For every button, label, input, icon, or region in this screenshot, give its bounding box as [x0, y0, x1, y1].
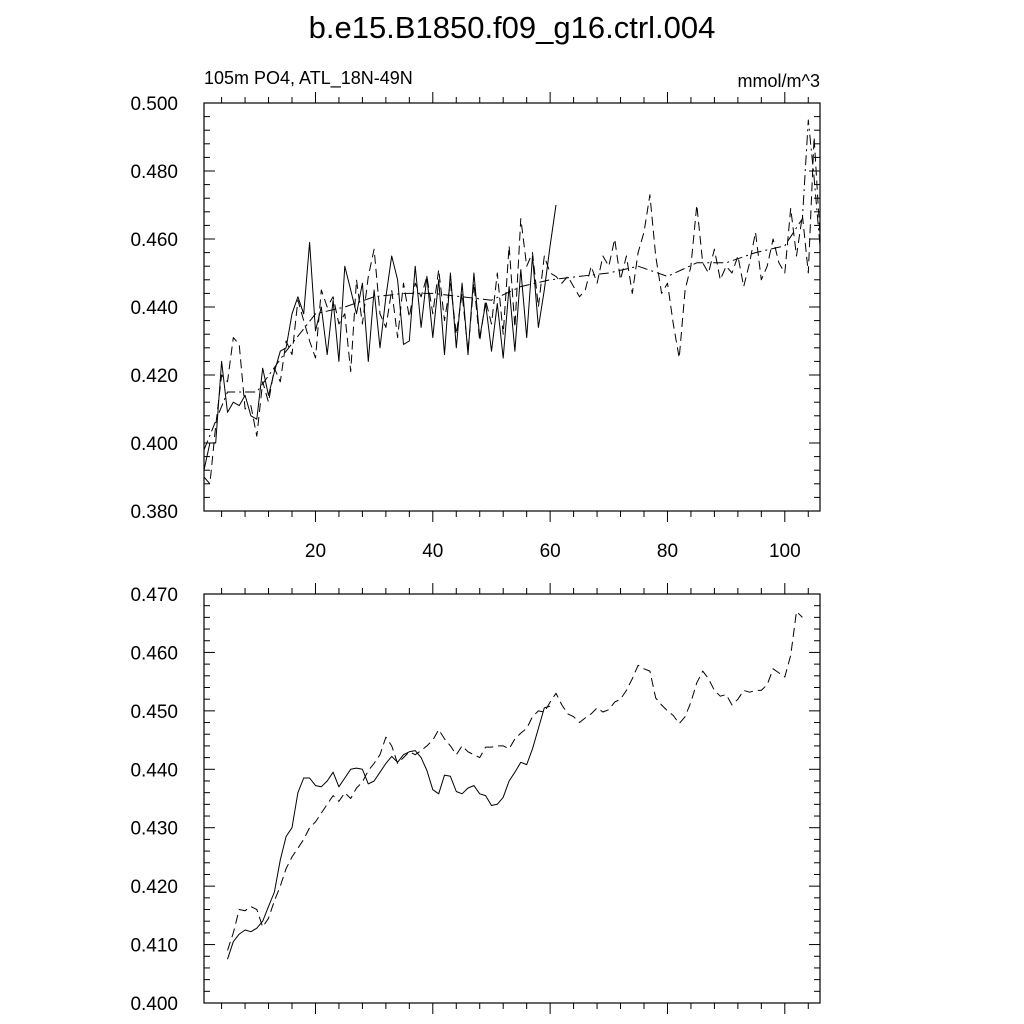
bottom-panel: 0.400 0.410 0.420 0.430 0.440 0.450 0.460 0.470: [130, 583, 821, 1015]
bottom-y-tick-label: 0.440: [130, 760, 178, 781]
top-panel-frame: [203, 102, 821, 512]
top-series-dashed-line: [203, 136, 821, 485]
bottom-panel-frame: [203, 593, 821, 1004]
top-y-tick-label: 0.420: [130, 366, 178, 387]
bottom-y-tick-label: 0.470: [130, 585, 178, 606]
bottom-y-tick-label: 0.460: [130, 643, 178, 664]
bottom-series-dashed-line: [227, 611, 803, 951]
top-x-tick-label: 100: [769, 541, 801, 562]
top-panel-left-label: 105m PO4, ATL_18N-49N: [204, 68, 413, 89]
top-y-tick-label: 0.380: [130, 502, 178, 523]
top-y-tick-label: 0.440: [130, 298, 178, 319]
top-panel: 105m PO4, ATL_18N-49N mmol/m^3 0.380 0.40…: [130, 68, 821, 562]
top-panel-series: [203, 119, 821, 485]
top-panel-right-label: mmol/m^3: [738, 71, 820, 91]
bottom-panel-series: [227, 611, 803, 960]
top-y-tick-label: 0.480: [130, 162, 178, 183]
bottom-y-tick-label: 0.410: [130, 936, 178, 957]
top-x-tick-label: 80: [657, 541, 678, 562]
top-x-tick-label: 60: [540, 541, 561, 562]
bottom-series-solid-line: [227, 705, 551, 960]
top-y-tick-label: 0.500: [130, 94, 178, 115]
top-x-tick-label: 20: [305, 541, 326, 562]
bottom-panel-ticks: 0.400 0.410 0.420 0.430 0.440 0.450 0.460 0.470: [130, 583, 820, 1015]
figure-title: b.e15.B1850.f09_g16.ctrl.004: [309, 10, 716, 45]
top-panel-ticks: 0.380 0.400 0.420 0.440 0.460 0.480 0.500 20 40 6…: [130, 92, 820, 562]
top-y-tick-label: 0.400: [130, 434, 178, 455]
bottom-y-tick-label: 0.450: [130, 702, 178, 723]
top-y-tick-label: 0.460: [130, 230, 178, 251]
bottom-y-tick-label: 0.430: [130, 819, 178, 840]
top-series-solid-line: [203, 204, 557, 471]
bottom-y-tick-label: 0.400: [130, 994, 178, 1015]
top-series-dash-dot-line: [203, 119, 821, 450]
bottom-y-tick-label: 0.420: [130, 877, 178, 898]
top-x-tick-label: 40: [422, 541, 443, 562]
